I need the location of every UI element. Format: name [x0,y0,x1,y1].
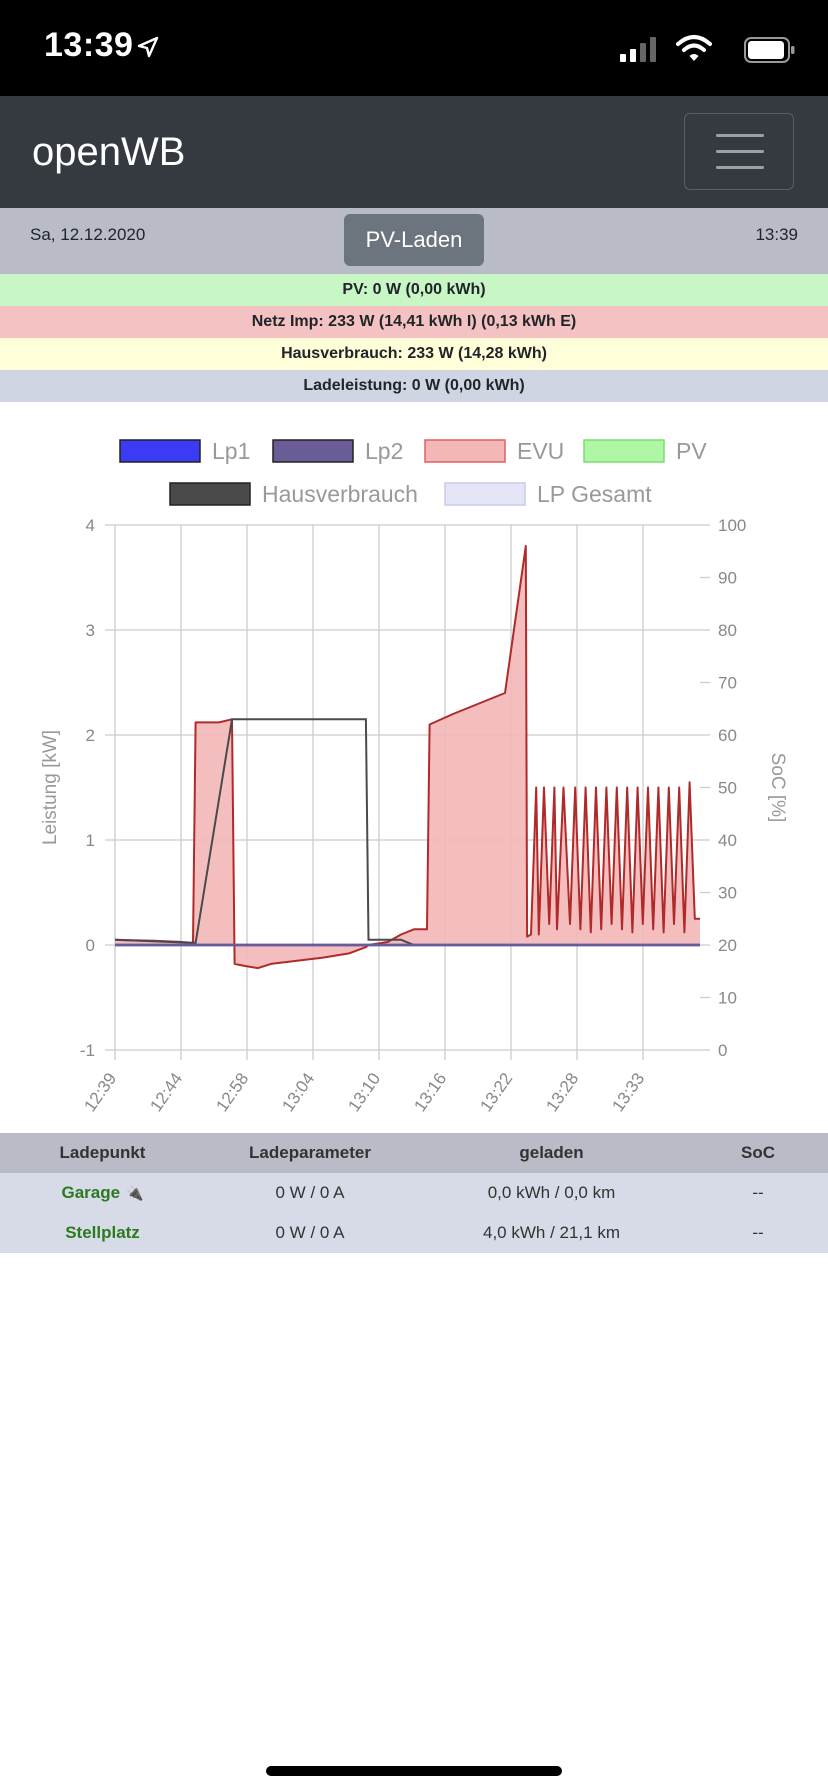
battery-icon [744,37,795,63]
charge-point-name[interactable]: Garage 🔌 [0,1173,205,1213]
y2-tick-label: 70 [718,674,737,693]
current-time: 13:39 [755,225,798,244]
charge-point-label: Garage [61,1183,121,1202]
y2-tick-label: 50 [718,779,737,798]
legend-swatch-lp1 [119,439,201,463]
legend-swatch-lp-gesamt [444,482,526,506]
charge-parameter: 0 W / 0 A [275,1223,345,1242]
legend-label-lp2: Lp2 [365,438,403,464]
legend-label-lp1: Lp1 [212,438,250,464]
cellular-signal-icon [620,36,658,62]
legend-label-pv: PV [676,438,707,464]
location-arrow-icon [137,36,159,58]
legend-swatch-pv [583,439,665,463]
header-ladepunkt: Ladepunkt [59,1143,146,1162]
series-area-evu [115,546,700,969]
table-row[interactable]: Garage 🔌 0 W / 0 A 0,0 kWh / 0,0 km -- [0,1173,828,1213]
x-tick-label: 12:44 [146,1069,186,1115]
y2-axis-label: SoC [%] [767,753,788,823]
hamburger-icon [716,134,764,137]
charge-point-label: Stellplatz [65,1223,140,1242]
y2-tick-label: 40 [718,831,737,850]
x-tick-label: 12:58 [212,1069,252,1115]
charge-point-name[interactable]: Stellplatz [0,1213,205,1253]
plug-icon: 🔌 [126,1184,144,1201]
table-row[interactable]: Stellplatz 0 W / 0 A 4,0 kWh / 21,1 km -… [0,1213,828,1253]
y-tick-label: 2 [86,726,95,745]
legend-label-lp-gesamt: LP Gesamt [537,481,652,507]
series-line-hausverbrauch [114,718,700,946]
charge-parameter: 0 W / 0 A [275,1183,345,1202]
charging-power-summary: Ladeleistung: 0 W (0,00 kWh) [0,370,828,402]
legend-label-hausverbrauch: Hausverbrauch [262,481,418,507]
soc-value: -- [752,1223,764,1242]
house-consumption-summary: Hausverbrauch: 233 W (14,28 kWh) [0,338,828,370]
status-bar: 13:39 [0,0,828,96]
x-tick-label: 12:39 [80,1069,120,1115]
brand-title[interactable]: openWB [32,130,186,174]
y-tick-label: 1 [86,831,95,850]
y-tick-label: -1 [80,1041,95,1060]
y-tick-label: 3 [86,621,95,640]
legend-swatch-hausverbrauch [169,482,251,506]
info-bar: Sa, 12.12.2020 PV-Laden 13:39 [0,208,828,274]
table-header: Ladepunkt Ladeparameter geladen SoC [0,1133,828,1173]
series-line-evu [114,545,700,970]
charged-amount: 0,0 kWh / 0,0 km [487,1183,616,1202]
y2-tick-label: 90 [718,569,737,588]
legend-label-evu: EVU [517,438,564,464]
header-ladeparameter: Ladeparameter [249,1143,371,1162]
home-indicator [266,1766,562,1776]
x-tick-label: 13:28 [542,1069,582,1115]
y2-tick-label: 60 [718,726,737,745]
x-tick-label: 13:22 [476,1069,516,1115]
pv-summary: PV: 0 W (0,00 kWh) [0,274,828,306]
y2-tick-label: 20 [718,936,737,955]
y2-tick-label: 100 [718,516,746,535]
legend-swatch-lp2 [272,439,354,463]
x-tick-label: 13:16 [410,1069,450,1115]
charge-mode-button[interactable]: PV-Laden [344,214,484,266]
y-tick-label: 4 [86,516,95,535]
legend-swatch-evu [424,439,506,463]
y2-tick-label: 30 [718,884,737,903]
x-tick-label: 13:33 [608,1069,648,1115]
soc-value: -- [752,1183,764,1202]
header-soc: SoC [741,1143,775,1162]
status-time: 13:39 [44,26,134,64]
menu-toggle-button[interactable] [684,113,794,190]
y2-tick-label: 0 [718,1041,727,1060]
current-date: Sa, 12.12.2020 [30,225,146,244]
hamburger-icon-bar [716,166,764,169]
grid-summary: Netz Imp: 233 W (14,41 kWh I) (0,13 kWh … [0,306,828,338]
y2-tick-label: 10 [718,989,737,1008]
charged-amount: 4,0 kWh / 21,1 km [483,1223,620,1242]
header-geladen: geladen [519,1143,584,1162]
charge-points-table: Ladepunkt Ladeparameter geladen SoC Gara… [0,1133,828,1253]
x-tick-label: 13:04 [278,1069,318,1115]
hamburger-icon-bar [716,150,764,153]
wifi-icon [676,35,712,61]
y-tick-label: 0 [86,936,95,955]
y2-tick-label: 80 [718,621,737,640]
power-chart[interactable]: Lp1 Lp2 EVU PV Hausverbrauch LP Gesamt 4 3 2 1 0 -1… [0,402,828,1132]
y-axis-label: Leistung [kW] [40,730,61,845]
navbar: openWB [0,96,828,208]
x-tick-label: 13:10 [344,1069,384,1115]
